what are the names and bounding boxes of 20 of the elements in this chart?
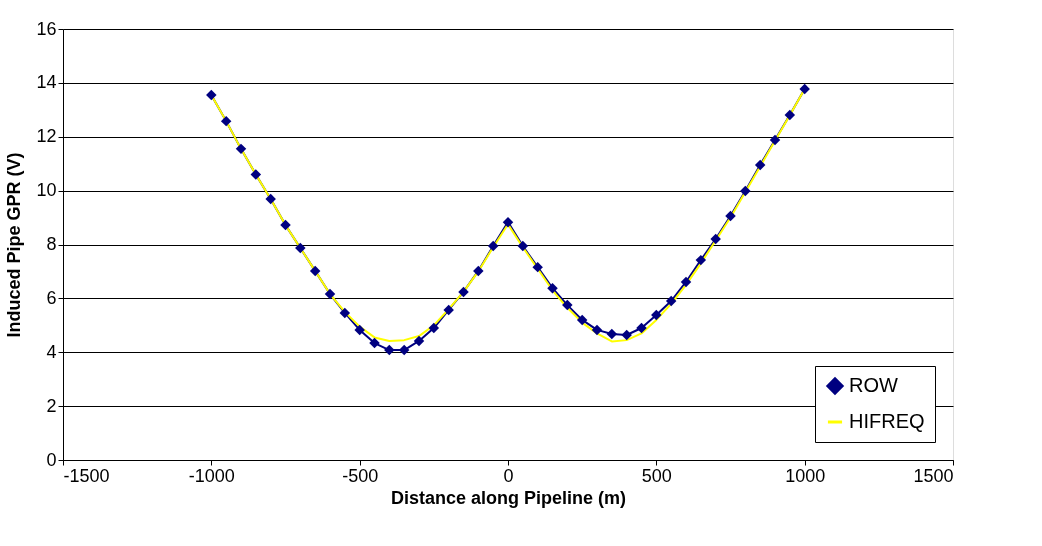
y-tick-label: 12 (36, 126, 57, 147)
y-tick-label: 16 (36, 18, 57, 39)
y-tick-label: 2 (46, 395, 57, 416)
x-axis-title: Distance along Pipeline (m) (390, 487, 627, 508)
x-tick-label: 1000 (785, 465, 826, 486)
x-tick-label: 1500 (913, 465, 954, 486)
legend-label: ROW (849, 374, 898, 396)
x-tick-label: 500 (641, 465, 672, 486)
y-tick-label: 6 (46, 287, 57, 308)
y-tick-label: 4 (46, 341, 57, 362)
x-tick-label: -500 (342, 465, 379, 486)
y-tick-label: 10 (36, 180, 57, 201)
y-tick-label: 0 (46, 449, 57, 470)
x-tick-label: 0 (503, 465, 514, 486)
y-axis-title: Induced Pipe GPR (V) (4, 152, 25, 338)
y-tick-label: 8 (46, 234, 57, 254)
y-tick-label: 14 (36, 72, 57, 93)
x-tick-label: -1500 (63, 465, 110, 486)
legend-label: HIFREQ (849, 410, 925, 432)
x-tick-label: -1000 (188, 465, 235, 486)
